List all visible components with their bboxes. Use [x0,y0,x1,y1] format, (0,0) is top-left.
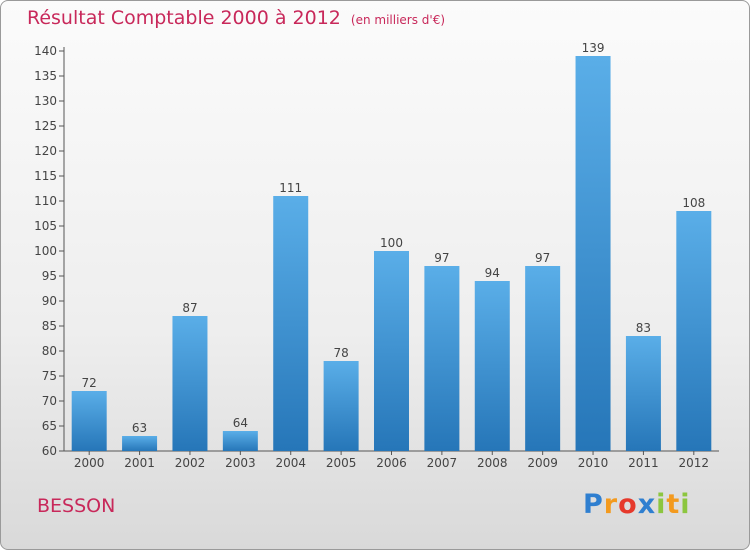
y-tick-label: 80 [42,344,57,358]
y-tick-label: 95 [42,269,57,283]
logo-letter: t [666,489,681,520]
bar [625,336,661,451]
y-tick-label: 85 [42,319,57,333]
y-tick-label: 60 [42,444,57,458]
bar [525,266,561,451]
logo-letter: x [637,489,657,520]
logo-letter: r [603,489,619,520]
x-tick-label: 2006 [376,456,407,470]
data-label: 94 [485,266,500,280]
x-tick-label: 2002 [175,456,206,470]
bar [374,251,409,451]
bar [474,281,510,451]
x-tick-label: 2001 [124,456,155,470]
y-tick-label: 100 [34,244,57,258]
y-tick-label: 135 [34,69,57,83]
x-tick-label: 2008 [477,456,508,470]
y-tick-label: 65 [42,419,57,433]
chart-title-text: Résultat Comptable 2000 à 2012 [27,7,341,29]
x-tick-label: 2003 [225,456,256,470]
bar [222,431,258,451]
data-label: 64 [233,416,248,430]
bar [575,56,611,451]
logo-letter: i [656,489,667,520]
y-tick-label: 105 [34,219,57,233]
bar [676,211,712,451]
logo-letter: P [583,489,604,520]
data-label: 72 [82,376,97,390]
data-label: 63 [132,421,147,435]
data-label: 100 [380,236,403,250]
bar [424,266,460,451]
commune-name: BESSON [37,495,116,517]
y-tick-label: 125 [34,119,57,133]
data-label: 108 [682,196,705,210]
data-label: 78 [333,346,348,360]
chart-subtitle: (en milliers d'€) [350,13,446,27]
x-tick-label: 2009 [527,456,558,470]
y-tick-label: 130 [34,94,57,108]
x-tick-label: 2004 [275,456,306,470]
x-axis: 2000 2001 2002 2003 2004 2005 2006 2007 2008 2009… [64,450,719,470]
x-tick-label: 2007 [427,456,458,470]
data-labels: 72 63 87 64 111 78 100 97 94 97 139 83 108 [82,41,706,435]
y-tick-label: 70 [42,394,57,408]
proxiti-logo: Proxiti [583,489,691,520]
bar [172,316,208,451]
bar [323,361,359,451]
y-axis: 60 65 70 75 80 85 90 95 100 105 110 115 120 125 130 135… [34,44,65,458]
data-label: 97 [434,251,449,265]
logo-letter: o [618,489,638,520]
y-tick-label: 115 [34,169,57,183]
y-tick-label: 140 [34,44,57,58]
chart-title: Résultat Comptable 2000 à 2012 (en millie… [27,7,445,29]
data-label: 111 [279,181,302,195]
data-label: 97 [535,251,550,265]
data-label: 87 [182,301,197,315]
x-tick-label: 2005 [326,456,357,470]
data-label: 83 [636,321,651,335]
logo-letter: i [680,489,691,520]
y-tick-label: 120 [34,144,57,158]
y-tick-label: 90 [42,294,57,308]
x-tick-label: 2011 [628,456,659,470]
x-tick-label: 2000 [74,456,105,470]
bar [273,196,309,451]
bar [122,436,158,451]
y-tick-label: 75 [42,369,57,383]
y-tick-label: 110 [34,194,57,208]
x-tick-label: 2012 [679,456,710,470]
data-label: 139 [582,41,605,55]
x-tick-label: 2010 [578,456,609,470]
bar [71,391,107,451]
bar-series [71,56,712,451]
